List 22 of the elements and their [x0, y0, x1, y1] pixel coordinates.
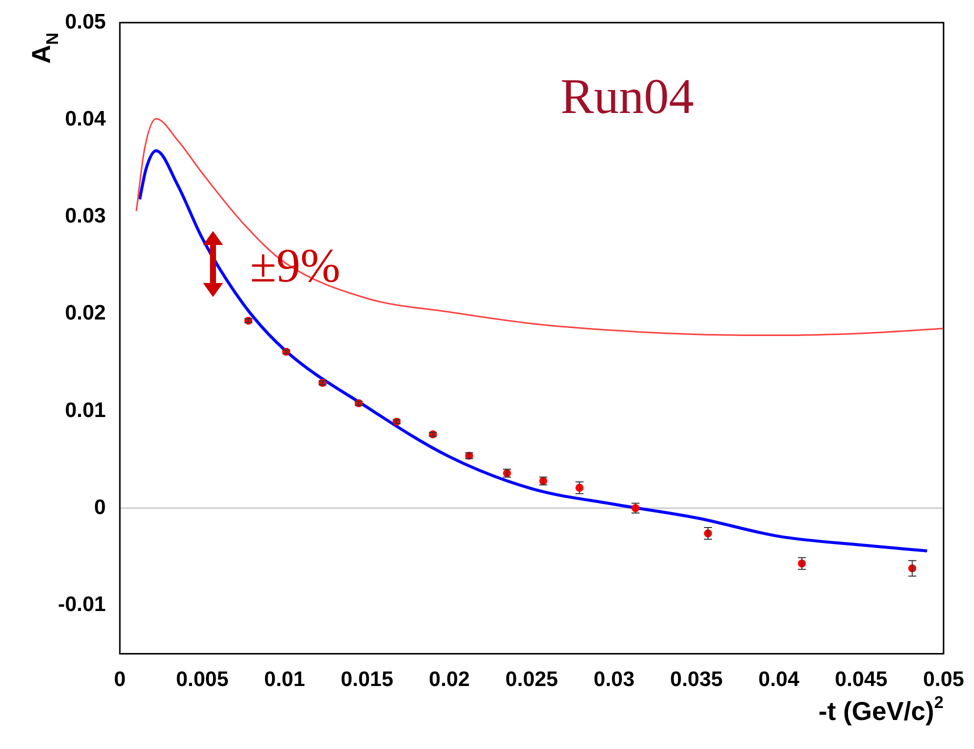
x-tick-label: 0.03 [594, 668, 635, 692]
annotation: Run04 [560, 68, 694, 124]
x-tick-label: 0 [114, 668, 126, 692]
line-series [136, 118, 944, 336]
x-tick-label: 0.01 [264, 668, 306, 692]
y-axis-title: AN [26, 32, 62, 64]
y-tick-label: 0.04 [64, 108, 106, 131]
x-tick-label: 0.02 [428, 668, 470, 692]
y-tick-label: 0.05 [64, 10, 106, 34]
x-tick-label: 0.04 [758, 668, 800, 692]
y-tick-label: -0.01 [58, 593, 106, 616]
x-tick-label: 0.015 [340, 668, 394, 692]
y-tick-label: 0.03 [64, 204, 106, 228]
x-tick-label: 0.045 [834, 668, 888, 692]
x-tick-label: 0.05 [923, 668, 964, 692]
y-tick-label: 0.02 [64, 302, 106, 325]
x-tick-label: 0.005 [176, 668, 229, 692]
y-tick-label: 0 [94, 496, 106, 519]
y-tick-label: 0.01 [64, 398, 106, 422]
x-tick-label: 0.035 [670, 668, 724, 692]
line-series [138, 149, 929, 552]
x-tick-label: 0.025 [505, 668, 558, 692]
